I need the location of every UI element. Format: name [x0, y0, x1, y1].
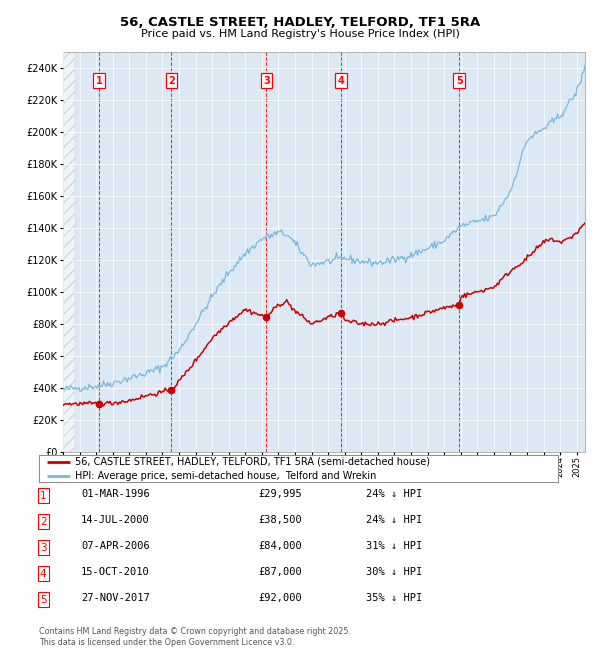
- Text: 24% ↓ HPI: 24% ↓ HPI: [366, 515, 422, 525]
- Text: 14-JUL-2000: 14-JUL-2000: [81, 515, 150, 525]
- Text: 5: 5: [456, 76, 463, 86]
- Text: 1: 1: [40, 491, 47, 500]
- Text: £38,500: £38,500: [258, 515, 302, 525]
- Text: 5: 5: [40, 595, 47, 604]
- Text: 56, CASTLE STREET, HADLEY, TELFORD, TF1 5RA (semi-detached house): 56, CASTLE STREET, HADLEY, TELFORD, TF1 …: [76, 457, 430, 467]
- Text: 27-NOV-2017: 27-NOV-2017: [81, 593, 150, 603]
- Text: £87,000: £87,000: [258, 567, 302, 577]
- Text: Contains HM Land Registry data © Crown copyright and database right 2025.
This d: Contains HM Land Registry data © Crown c…: [39, 627, 351, 647]
- Text: 56, CASTLE STREET, HADLEY, TELFORD, TF1 5RA: 56, CASTLE STREET, HADLEY, TELFORD, TF1 …: [120, 16, 480, 29]
- Text: 1: 1: [95, 76, 103, 86]
- Text: 31% ↓ HPI: 31% ↓ HPI: [366, 541, 422, 551]
- Text: £84,000: £84,000: [258, 541, 302, 551]
- Text: 3: 3: [263, 76, 270, 86]
- Text: 2: 2: [40, 517, 47, 526]
- Text: 30% ↓ HPI: 30% ↓ HPI: [366, 567, 422, 577]
- Text: 2: 2: [168, 76, 175, 86]
- Text: 01-MAR-1996: 01-MAR-1996: [81, 489, 150, 499]
- Text: 4: 4: [338, 76, 344, 86]
- Text: Price paid vs. HM Land Registry's House Price Index (HPI): Price paid vs. HM Land Registry's House …: [140, 29, 460, 38]
- Text: HPI: Average price, semi-detached house,  Telford and Wrekin: HPI: Average price, semi-detached house,…: [76, 471, 377, 481]
- Text: 35% ↓ HPI: 35% ↓ HPI: [366, 593, 422, 603]
- Text: 07-APR-2006: 07-APR-2006: [81, 541, 150, 551]
- Text: 15-OCT-2010: 15-OCT-2010: [81, 567, 150, 577]
- Text: 24% ↓ HPI: 24% ↓ HPI: [366, 489, 422, 499]
- Text: £92,000: £92,000: [258, 593, 302, 603]
- Text: 3: 3: [40, 543, 47, 552]
- Bar: [63, 52, 76, 452]
- Text: 4: 4: [40, 569, 47, 578]
- Text: £29,995: £29,995: [258, 489, 302, 499]
